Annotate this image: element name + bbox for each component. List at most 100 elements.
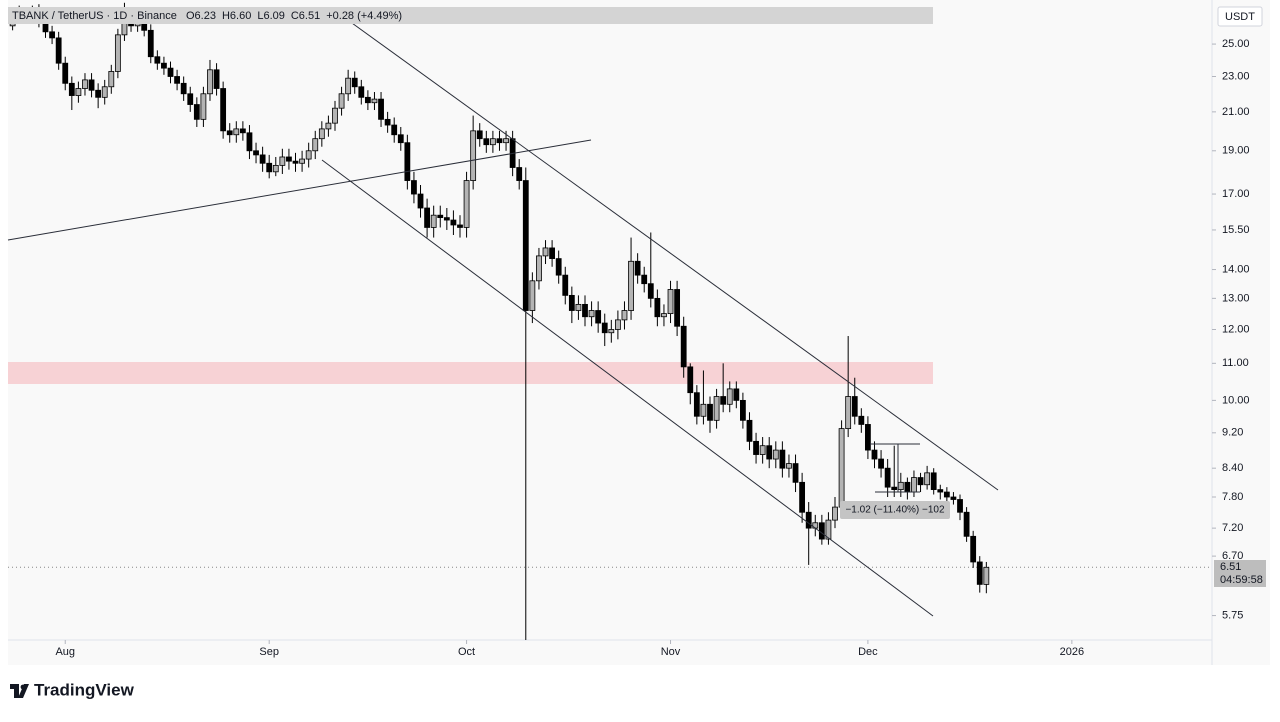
candle-body bbox=[187, 93, 194, 105]
candle-body bbox=[207, 69, 213, 95]
y-tick-label: 15.50 bbox=[1222, 224, 1250, 236]
y-tick-label: 21.00 bbox=[1222, 106, 1250, 118]
x-tick-label: Nov bbox=[661, 646, 681, 658]
candle-body bbox=[147, 29, 154, 58]
candle-body bbox=[720, 396, 727, 405]
ohlc-value: H6.60 bbox=[222, 10, 251, 22]
trend-lines bbox=[7, 17, 999, 617]
candle-body bbox=[516, 167, 523, 181]
candle-body bbox=[950, 496, 957, 500]
candle-body bbox=[614, 319, 621, 330]
candle-body bbox=[779, 449, 786, 469]
candle-body bbox=[792, 463, 799, 483]
candle-body bbox=[878, 458, 884, 469]
candle-body bbox=[325, 122, 332, 130]
candle-body bbox=[766, 445, 773, 460]
candle-body bbox=[220, 88, 227, 132]
currency[interactable]: USDT bbox=[1225, 11, 1255, 23]
plot-area bbox=[8, 2, 1212, 640]
candle-body bbox=[713, 396, 720, 421]
y-tick-label: 8.40 bbox=[1222, 462, 1243, 474]
ohlc-value: C6.51 bbox=[291, 10, 320, 22]
channel-lower bbox=[321, 159, 934, 617]
candle-body bbox=[753, 440, 759, 455]
price-tag-box bbox=[1214, 560, 1266, 587]
candle-body bbox=[312, 138, 319, 152]
candle-body bbox=[213, 69, 220, 89]
price-tag: 6.51 bbox=[1220, 561, 1241, 573]
x-tick-label: 2026 bbox=[1060, 646, 1084, 658]
candle-body bbox=[397, 134, 404, 144]
candle-body bbox=[746, 419, 753, 442]
candle-body bbox=[292, 160, 299, 164]
candle-body bbox=[700, 403, 707, 417]
candle-body bbox=[75, 88, 82, 96]
y-tick-label: 13.00 bbox=[1222, 292, 1250, 304]
candle-body bbox=[740, 399, 746, 421]
trend-line bbox=[7, 139, 592, 241]
candle-body bbox=[430, 214, 437, 228]
candle-body bbox=[786, 463, 792, 469]
candle-body bbox=[687, 366, 694, 394]
candle-body bbox=[647, 283, 654, 299]
candle-body bbox=[200, 93, 207, 120]
y-tick-label: 17.00 bbox=[1222, 188, 1250, 200]
candle-body bbox=[707, 403, 713, 421]
candle-body bbox=[318, 128, 325, 140]
candle-body bbox=[332, 107, 338, 124]
candle-body bbox=[49, 31, 55, 39]
candle-body bbox=[226, 130, 233, 136]
candle-body bbox=[983, 566, 990, 585]
candle-body bbox=[88, 79, 95, 91]
candle-body bbox=[575, 303, 582, 311]
candle-body bbox=[851, 396, 858, 417]
candle-body bbox=[391, 124, 398, 136]
candle-body bbox=[82, 79, 88, 89]
candle-body bbox=[437, 214, 444, 219]
candle-body bbox=[167, 67, 174, 77]
y-tick-label: 10.00 bbox=[1222, 394, 1250, 406]
candle-body bbox=[693, 392, 700, 417]
candle-body bbox=[772, 449, 779, 460]
brand-dot bbox=[20, 684, 26, 690]
candle-body bbox=[542, 247, 549, 257]
candle-body bbox=[259, 154, 266, 164]
x-tick-label: Sep bbox=[259, 646, 279, 658]
candle-body bbox=[489, 138, 496, 146]
candle-body bbox=[114, 34, 121, 72]
y-tick-label: 6.70 bbox=[1222, 550, 1243, 562]
header-bar bbox=[8, 7, 933, 24]
candle-body bbox=[654, 297, 661, 318]
candle-body bbox=[799, 481, 806, 513]
channel-upper bbox=[344, 17, 999, 491]
brand-logo: TradingView bbox=[10, 680, 135, 699]
candle-body bbox=[924, 472, 931, 486]
measure-label: −1.02 (−11.40%) −102 bbox=[845, 505, 944, 516]
candle-body bbox=[476, 130, 483, 140]
candle-body bbox=[404, 142, 411, 181]
x-tick-label: Oct bbox=[458, 646, 475, 658]
y-tick-label: 7.80 bbox=[1222, 491, 1243, 503]
candle-body bbox=[595, 310, 602, 324]
candle-body bbox=[378, 98, 384, 120]
x-tick-label: Aug bbox=[55, 646, 75, 658]
currency-box[interactable] bbox=[1217, 6, 1263, 27]
candle-body bbox=[286, 156, 292, 162]
candle-body bbox=[911, 477, 917, 493]
candle-body bbox=[299, 158, 305, 164]
candle-body bbox=[865, 424, 871, 451]
candle-body bbox=[871, 449, 878, 460]
candle-body bbox=[608, 329, 615, 334]
candle-body bbox=[891, 486, 898, 490]
candle-body bbox=[588, 310, 595, 318]
candle-body bbox=[943, 491, 950, 498]
candle-body bbox=[503, 138, 509, 144]
candle-body bbox=[568, 294, 575, 311]
y-tick-label: 14.00 bbox=[1222, 263, 1250, 275]
candle-body bbox=[884, 467, 891, 488]
candle-body bbox=[930, 472, 937, 490]
candle-body bbox=[371, 98, 378, 104]
candle-body bbox=[338, 93, 345, 109]
